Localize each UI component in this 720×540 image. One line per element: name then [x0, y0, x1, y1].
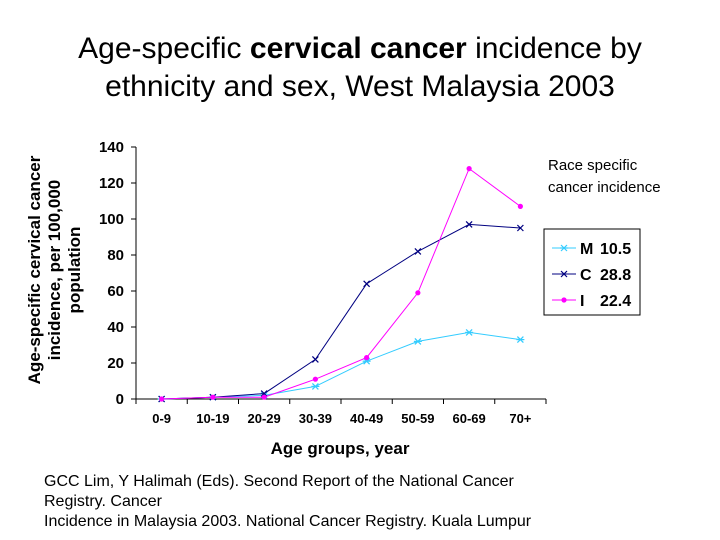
- data-point-M: [311, 382, 320, 390]
- citation-line-2: Registry. Cancer: [44, 493, 162, 510]
- data-point-M: [516, 336, 525, 344]
- x-tick-label: 40-49: [350, 411, 383, 426]
- data-point-M: [413, 337, 422, 345]
- x-tick-label: 60-69: [453, 411, 486, 426]
- data-point-I: [364, 355, 370, 361]
- y-tick-label: 20: [107, 355, 124, 372]
- legend-rate-C: 28.8: [600, 267, 631, 284]
- legend-rate-M: 10.5: [600, 241, 631, 258]
- data-point-C: [363, 280, 371, 288]
- series-I: [159, 166, 523, 402]
- series-line-I: [161, 167, 521, 400]
- legend-marker-C: [560, 270, 568, 278]
- legend-note-line-1: Race specific: [548, 157, 638, 174]
- chart-series: [157, 166, 525, 403]
- series-line-M: [161, 331, 521, 400]
- citation-line-1: GCC Lim, Y Halimah (Eds). Second Report …: [44, 473, 514, 490]
- y-tick-label: 60: [107, 283, 124, 300]
- y-tick-label: 0: [116, 391, 124, 408]
- series-M: [157, 328, 525, 403]
- data-point-C: [465, 220, 473, 228]
- data-point-M: [465, 328, 474, 336]
- title-line-1: Age-specific cervical cancer incidence b…: [0, 30, 720, 68]
- title-suffix: incidence by: [466, 32, 642, 65]
- legend-label-M: M: [580, 241, 593, 258]
- x-tick-label: 70+: [509, 411, 531, 426]
- data-point-I: [261, 394, 267, 400]
- y-axis-title-line-1: Age-specific cervical cancer: [25, 155, 44, 384]
- data-point-C: [516, 224, 524, 232]
- x-tick-label: 10-19: [196, 411, 229, 426]
- data-point-I: [159, 396, 165, 402]
- title-bold: cervical cancer: [249, 32, 467, 65]
- citation: GCC Lim, Y Halimah (Eds). Second Report …: [44, 472, 684, 532]
- legend-label-I: I: [580, 293, 584, 310]
- series-line-C: [161, 223, 521, 400]
- y-tick-label: 100: [99, 211, 124, 228]
- data-point-I: [466, 166, 472, 172]
- y-axis-title-line-3: population: [65, 227, 84, 314]
- title-prefix: Age-specific: [78, 32, 250, 65]
- legend-marker-M: [560, 244, 568, 252]
- data-point-C: [311, 355, 319, 363]
- chart-legend: M 10.5 C 28.8 I 22.4: [543, 228, 641, 316]
- y-axis-title: Age-specific cervical cancer incidence, …: [25, 155, 84, 384]
- x-tick-label: 20-29: [248, 411, 281, 426]
- title-line-2: ethnicity and sex, West Malaysia 2003: [105, 70, 615, 103]
- series-C: [158, 220, 524, 403]
- page-title: Age-specific cervical cancer incidence b…: [0, 30, 720, 106]
- x-axis-title: Age groups, year: [271, 439, 410, 458]
- legend-rate-I: 22.4: [600, 293, 631, 310]
- x-tick-label: 30-39: [299, 411, 332, 426]
- y-tick-label: 40: [107, 319, 124, 336]
- data-point-I: [210, 394, 216, 400]
- y-tick-label: 120: [99, 175, 124, 192]
- chart-axes: [135, 147, 546, 400]
- y-axis-title-line-2: incidence, per 100,000: [45, 180, 64, 361]
- citation-line-3: Incidence in Malaysia 2003. National Can…: [44, 513, 532, 530]
- data-point-C: [414, 247, 422, 255]
- legend-label-C: C: [580, 267, 592, 284]
- legend-marker-I: [561, 297, 567, 303]
- x-tick-label: 0-9: [152, 411, 171, 426]
- legend-box: [543, 228, 641, 316]
- x-tick-label: 50-59: [401, 411, 434, 426]
- data-point-I: [517, 203, 523, 209]
- x-axis-ticks: 0-9 10-19 20-29 30-39 40-49 50-59 60-69 70+: [135, 399, 547, 426]
- legend-note-line-2: cancer incidence: [548, 179, 661, 196]
- data-point-I: [312, 376, 318, 382]
- data-point-I: [415, 290, 421, 296]
- y-axis-ticks: 0 20 40 60 80 100 120 140: [99, 139, 136, 408]
- y-tick-label: 80: [107, 247, 124, 264]
- y-tick-label: 140: [99, 139, 124, 156]
